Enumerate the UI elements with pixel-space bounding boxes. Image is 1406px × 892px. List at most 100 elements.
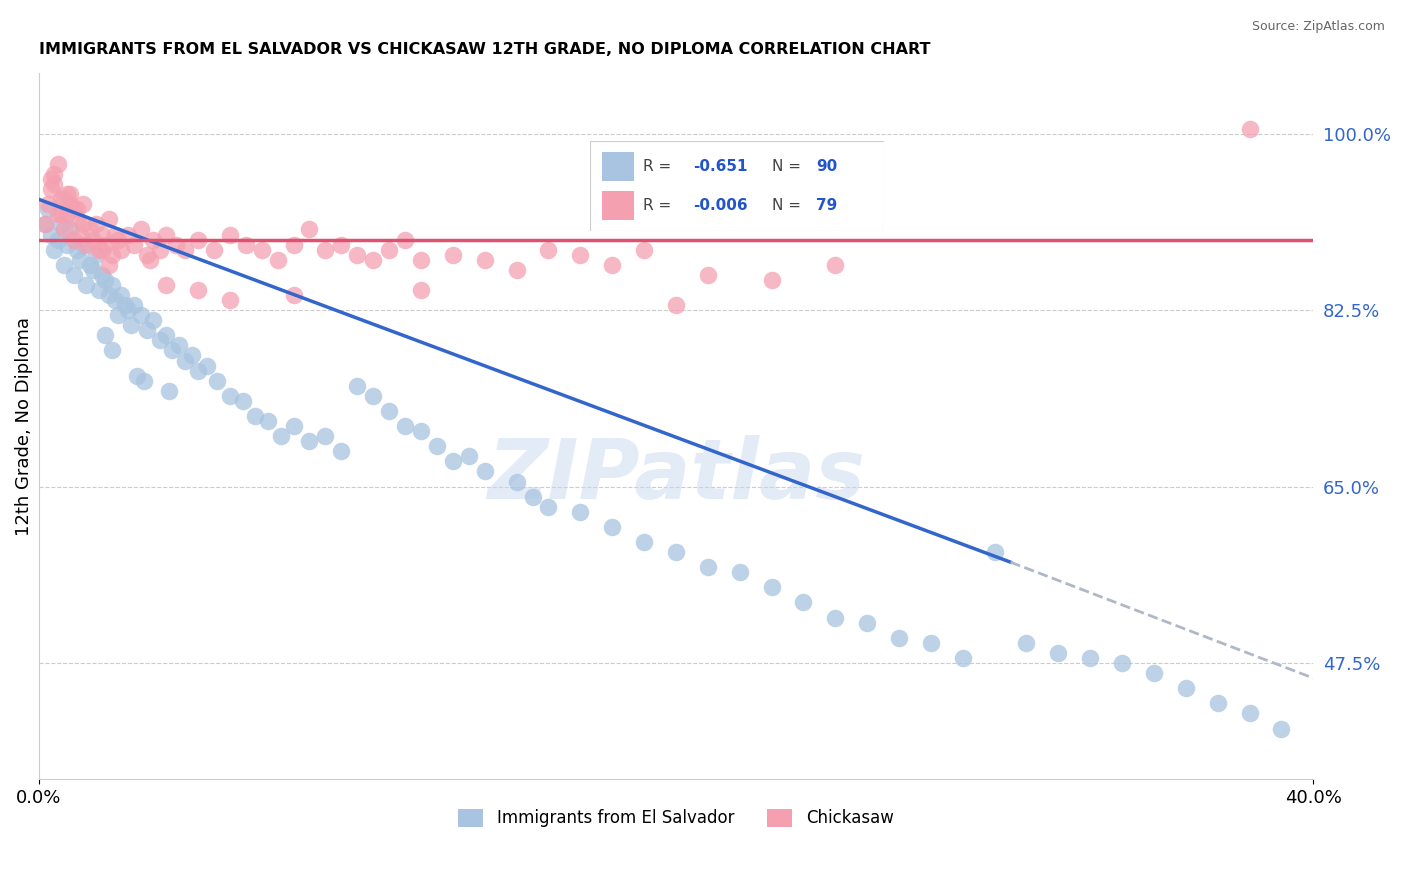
Point (920, 636, 942, 650)
Point (187, 363, 209, 377)
Point (441, 454, 464, 468)
Point (87, 243, 110, 257)
Point (84, 218, 107, 232)
Point (633, 535, 655, 549)
Point (46, 207, 69, 221)
Point (314, 243, 336, 257)
Point (165, 237, 187, 252)
Point (283, 237, 305, 252)
Point (129, 308, 152, 322)
Point (856, 615, 879, 630)
Point (983, 545, 1005, 559)
Point (824, 610, 846, 624)
Point (600, 520, 623, 534)
Point (162, 343, 184, 358)
Point (330, 237, 353, 252)
Point (135, 323, 157, 337)
Point (952, 651, 974, 665)
Point (62, 233, 84, 247)
Point (1047, 646, 1070, 660)
Point (79, 258, 101, 272)
Point (457, 450, 479, 464)
Point (218, 293, 240, 307)
Point (361, 389, 384, 403)
Point (53, 258, 76, 272)
Point (34, 218, 56, 232)
Point (59, 222, 82, 236)
Point (537, 500, 560, 514)
Point (250, 243, 273, 257)
Point (142, 233, 165, 247)
Point (110, 288, 132, 302)
Point (174, 243, 197, 257)
Point (824, 258, 846, 272)
Point (122, 298, 145, 312)
Point (107, 233, 129, 247)
Point (231, 393, 253, 408)
Point (122, 237, 145, 252)
Point (761, 580, 783, 594)
Point (56, 237, 79, 252)
Point (330, 444, 353, 458)
Point (1143, 666, 1166, 681)
Point (569, 505, 592, 519)
Point (72, 237, 94, 252)
Point (117, 303, 139, 318)
Point (94, 328, 117, 343)
Point (205, 374, 228, 388)
Point (87, 283, 110, 297)
Point (409, 283, 432, 297)
Point (127, 368, 149, 383)
Point (37, 197, 59, 211)
Text: -0.006: -0.006 (693, 198, 748, 213)
Point (887, 631, 910, 645)
Bar (602, 153, 634, 181)
Point (82, 233, 104, 247)
Point (114, 298, 136, 312)
Point (104, 227, 127, 242)
Point (44, 177, 66, 191)
Point (257, 414, 280, 428)
Point (441, 248, 464, 262)
Point (728, 566, 751, 580)
Point (1111, 656, 1133, 670)
Point (600, 258, 623, 272)
Point (66, 212, 89, 227)
Point (155, 328, 177, 343)
Text: Source: ZipAtlas.com: Source: ZipAtlas.com (1251, 20, 1385, 33)
Point (101, 343, 124, 358)
Point (34, 218, 56, 232)
Text: -0.651: -0.651 (693, 159, 747, 174)
Point (1270, 722, 1292, 736)
Point (97, 288, 120, 302)
Point (56, 207, 79, 221)
Point (39, 227, 62, 242)
Point (283, 419, 305, 434)
Point (1239, 706, 1261, 721)
Point (75, 237, 97, 252)
Point (75, 277, 97, 292)
Point (39, 182, 62, 196)
Point (378, 243, 401, 257)
Point (187, 233, 209, 247)
Point (56, 187, 79, 202)
Bar (602, 192, 634, 220)
Point (62, 202, 84, 217)
Point (761, 273, 783, 287)
Point (792, 595, 814, 609)
Point (66, 202, 89, 217)
Point (94, 273, 117, 287)
Text: R =: R = (643, 198, 671, 213)
Text: 90: 90 (817, 159, 838, 174)
Point (49, 207, 72, 221)
Point (97, 258, 120, 272)
Point (59, 197, 82, 211)
Point (69, 252, 91, 267)
Point (505, 475, 527, 489)
Point (665, 545, 688, 559)
Point (633, 243, 655, 257)
Point (155, 227, 177, 242)
Point (505, 262, 527, 277)
Point (120, 318, 142, 333)
Point (378, 404, 401, 418)
